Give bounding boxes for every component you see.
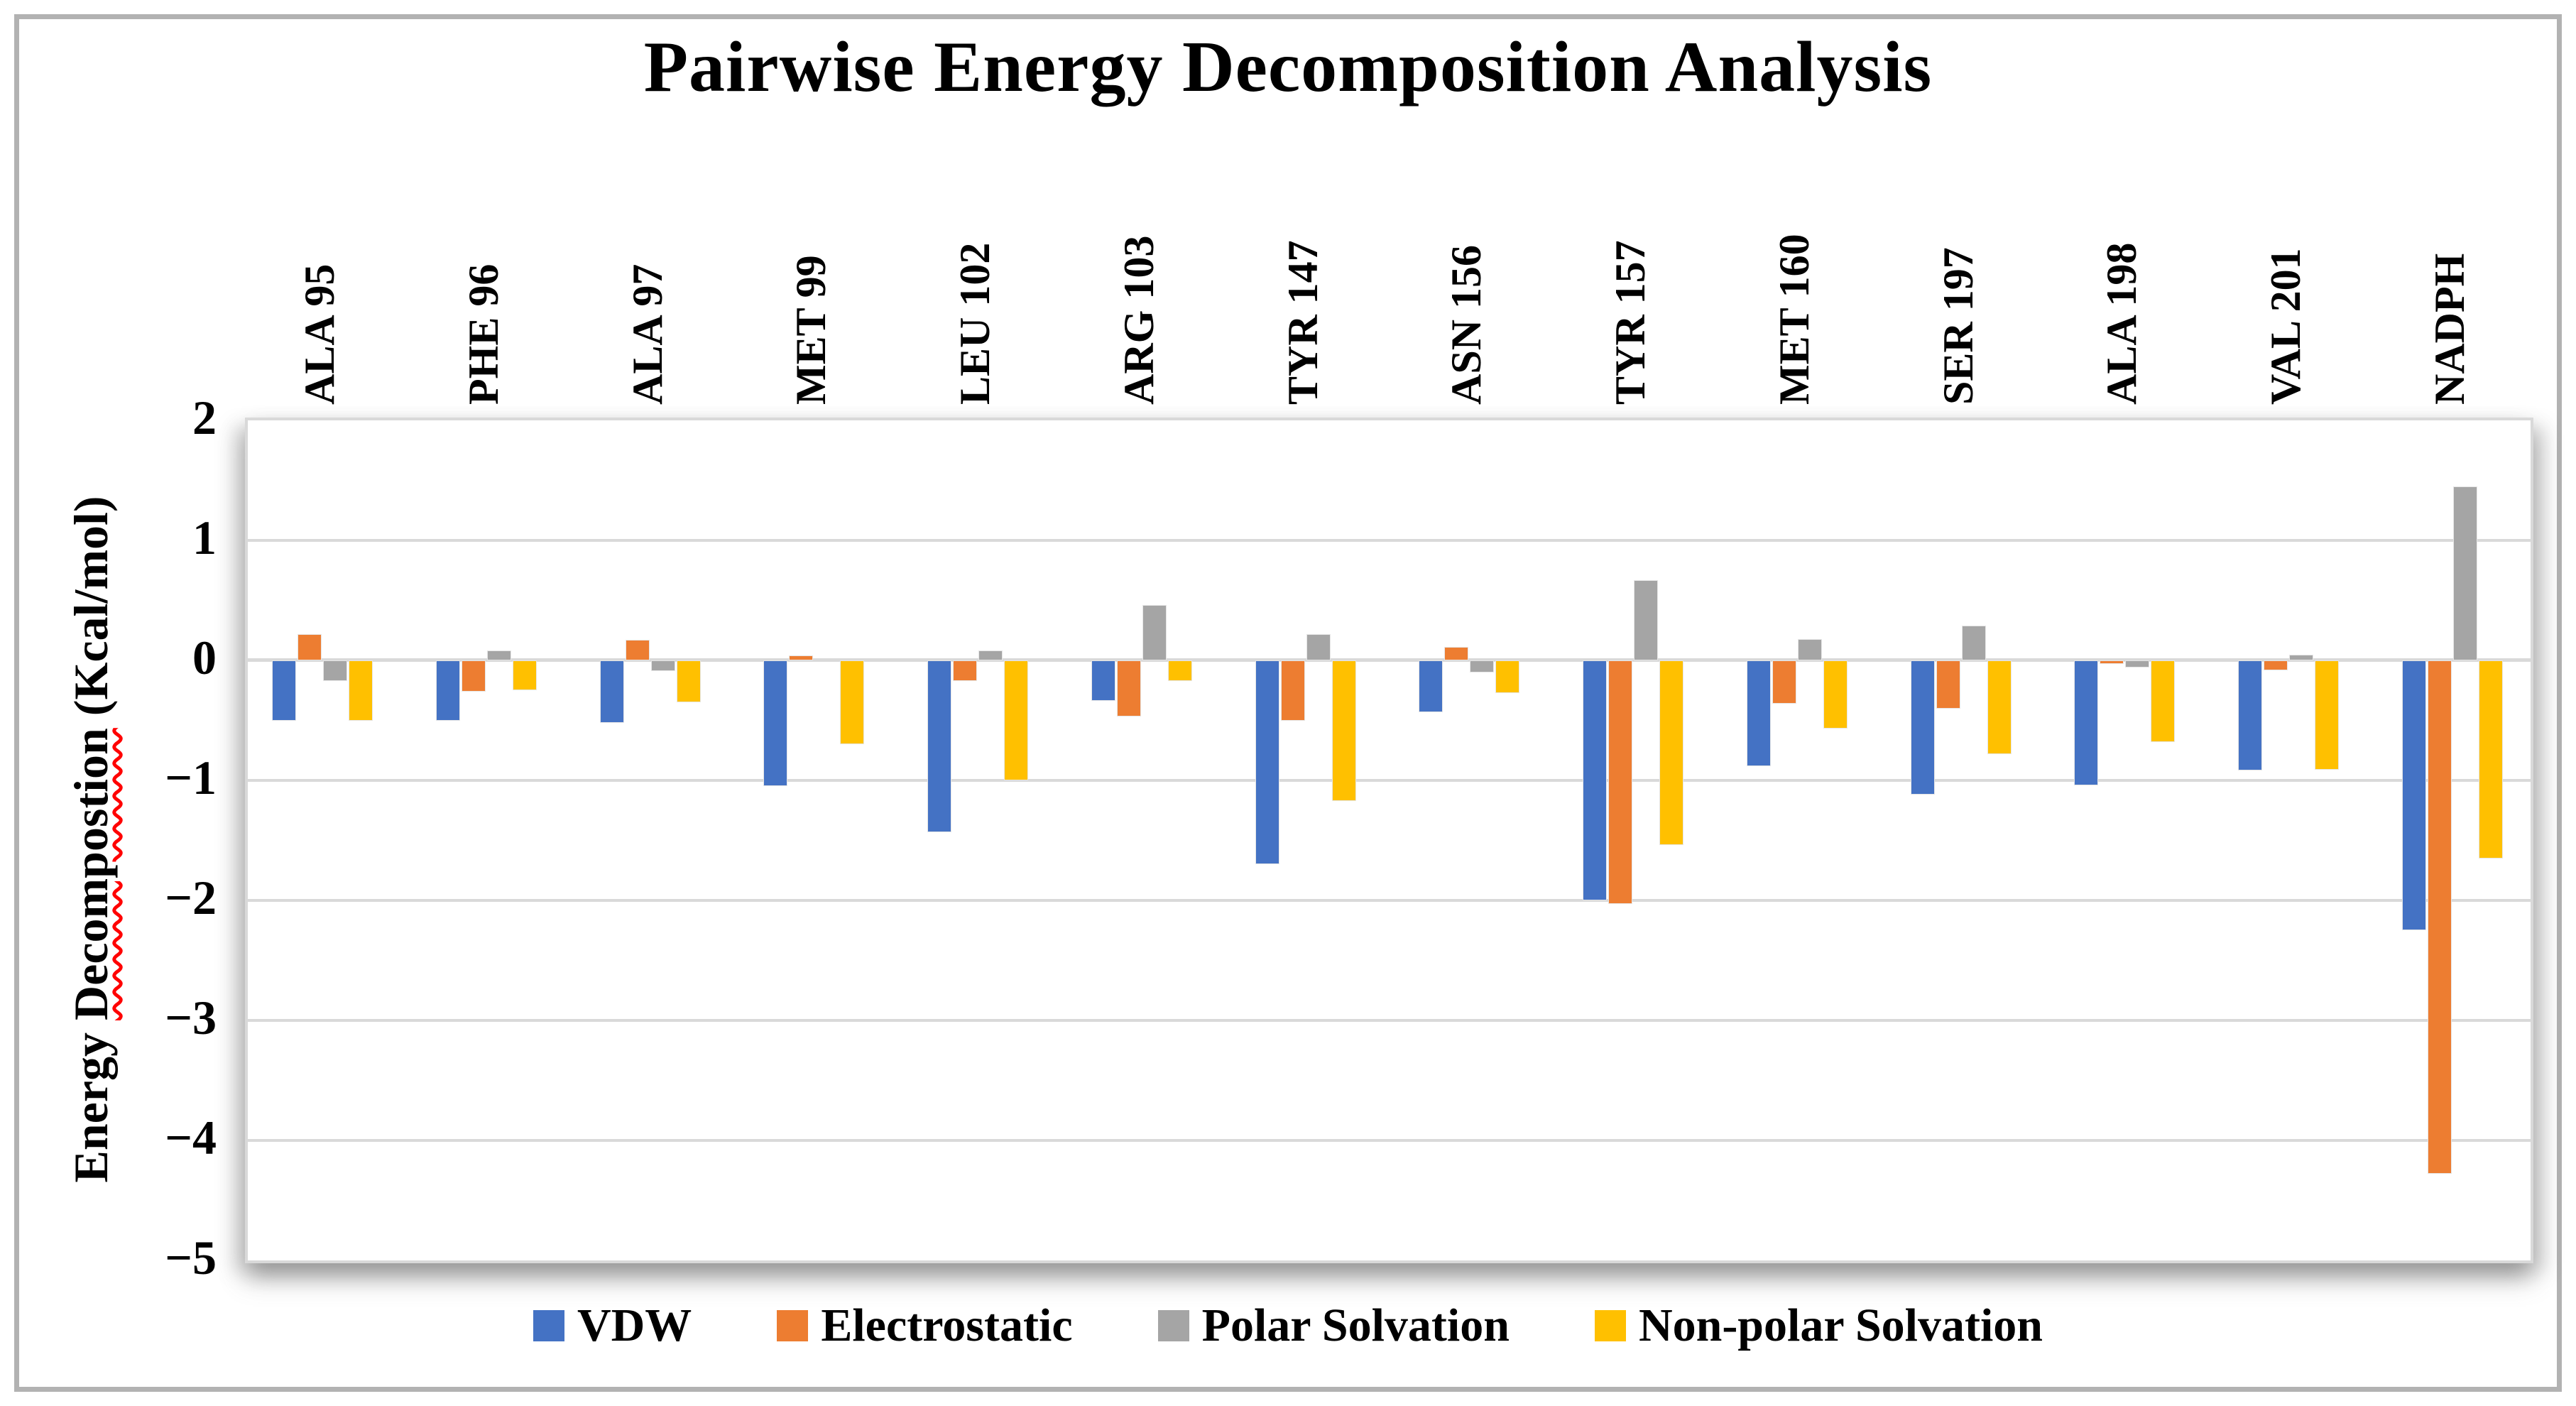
legend-item: Electrostatic [777, 1299, 1073, 1353]
y-tick-label: −4 [165, 1111, 217, 1165]
chart-title: Pairwise Energy Decomposition Analysis [643, 27, 1933, 107]
bar [1823, 660, 1848, 729]
bar [1634, 579, 1659, 660]
bar [1495, 660, 1520, 693]
bar [1470, 660, 1495, 672]
bar [953, 660, 978, 681]
legend-label: Non-polar Solvation [1638, 1299, 2043, 1351]
bar [676, 660, 701, 703]
bar [512, 660, 537, 691]
bar [2100, 660, 2124, 665]
gridline [248, 539, 2531, 542]
y-tick-label: 0 [192, 631, 217, 685]
legend: VDW Electrostatic Polar Solvation Non-polar… [0, 1294, 2576, 1358]
bar [2453, 486, 2477, 660]
y-tick-label: 2 [192, 391, 217, 445]
bar [323, 660, 347, 681]
x-category-label: ALA 97 [623, 263, 671, 405]
bar [1091, 660, 1115, 702]
legend-swatch-icon [1594, 1310, 1626, 1341]
legend-swatch-icon [1157, 1310, 1189, 1341]
bar [1255, 660, 1279, 865]
bar [2125, 660, 2150, 668]
legend-swatch-icon [533, 1310, 564, 1341]
legend-item: VDW [533, 1299, 692, 1353]
y-tick-label: −5 [165, 1231, 217, 1285]
legend-swatch-icon [777, 1310, 809, 1341]
bar [650, 660, 675, 672]
y-tick-label: −2 [165, 871, 217, 925]
bar [1116, 660, 1141, 717]
bar [1142, 605, 1167, 660]
x-category-label: NADPH [2426, 253, 2473, 405]
x-category-label: ASN 156 [1443, 244, 1490, 405]
gridline [248, 899, 2531, 902]
bar [1331, 660, 1356, 801]
gridline [248, 779, 2531, 782]
bar [1961, 625, 1986, 660]
bar [298, 633, 322, 660]
bar [486, 650, 511, 660]
x-category-label: MET 160 [1770, 234, 1818, 405]
bar [1167, 660, 1192, 681]
x-category-label: TYR 147 [1279, 240, 1326, 405]
plot-area [245, 418, 2533, 1263]
bar [1797, 638, 1822, 660]
legend-label: VDW [577, 1299, 692, 1351]
legend-label: Polar Solvation [1201, 1299, 1510, 1351]
bar [599, 660, 624, 723]
bar [2151, 660, 2176, 742]
bar [1583, 660, 1608, 900]
bar [2238, 660, 2263, 771]
bar [927, 660, 952, 832]
x-category-label: ALA 95 [296, 263, 343, 405]
bar [625, 640, 650, 660]
x-category-label: ARG 103 [1115, 235, 1162, 405]
bar [1004, 660, 1029, 780]
x-category-label: PHE 96 [459, 263, 507, 405]
bar [840, 660, 865, 745]
bar [2402, 660, 2426, 931]
zero-gridline [248, 658, 2531, 662]
x-category-label: SER 197 [1934, 247, 1982, 405]
legend-label: Electrostatic [821, 1299, 1073, 1351]
bar [1659, 660, 1684, 846]
legend-item: Non-polar Solvation [1594, 1299, 2043, 1353]
bar [2315, 660, 2340, 770]
bar [1444, 647, 1469, 660]
bar [1608, 660, 1633, 905]
bar [789, 655, 814, 660]
bar [1746, 660, 1771, 766]
bar [272, 660, 296, 721]
y-tick-label: −1 [165, 751, 217, 805]
x-category-label: VAL 201 [2262, 248, 2310, 405]
bar [2428, 660, 2452, 1175]
y-tick-label: −3 [165, 991, 217, 1045]
bar [461, 660, 486, 692]
y-tick-label: 1 [192, 511, 217, 565]
bar [1987, 660, 2012, 754]
bar [2289, 654, 2314, 660]
x-category-label: LEU 102 [951, 242, 999, 405]
gridline [248, 1019, 2531, 1022]
bar [1936, 660, 1960, 709]
bar [435, 660, 460, 721]
x-category-label: ALA 198 [2098, 242, 2146, 405]
legend-item: Polar Solvation [1157, 1299, 1510, 1353]
gridline [248, 1139, 2531, 1142]
bar [1280, 660, 1305, 721]
bar [1306, 633, 1331, 660]
x-category-label: MET 99 [787, 255, 835, 405]
bar [2074, 660, 2099, 785]
bar [2479, 660, 2503, 859]
bar [1419, 660, 1443, 712]
bar [1910, 660, 1935, 795]
bar [349, 660, 373, 721]
x-category-label: TYR 157 [1607, 240, 1654, 405]
bar [2264, 660, 2288, 670]
bar [1772, 660, 1796, 704]
bar [978, 650, 1003, 660]
bar [763, 660, 788, 787]
